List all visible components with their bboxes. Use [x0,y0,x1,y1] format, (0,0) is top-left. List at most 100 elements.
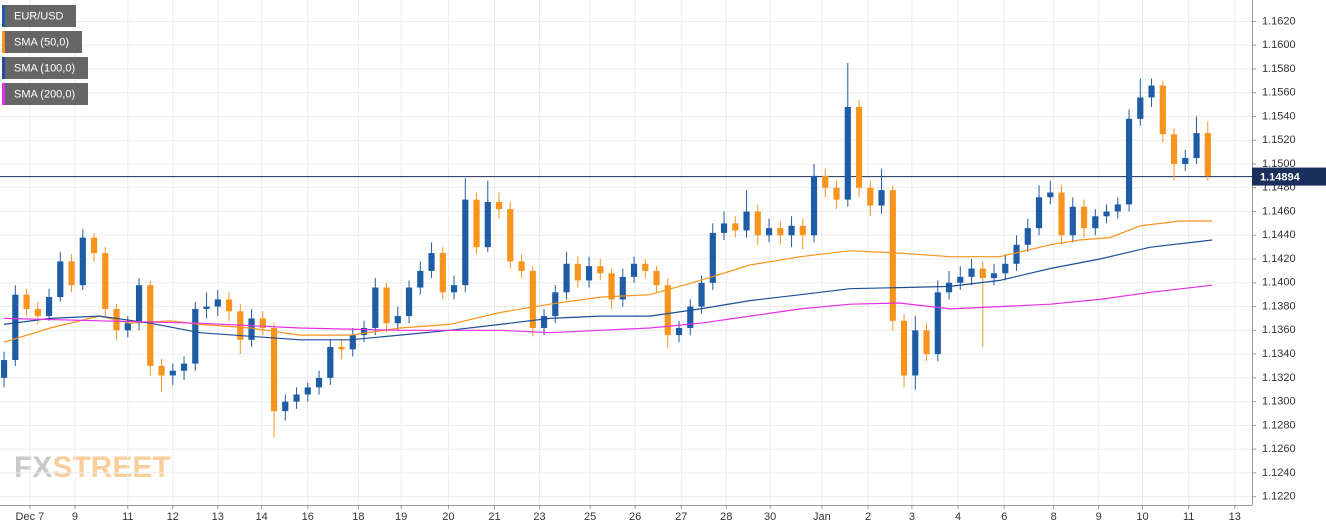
candle-body [912,330,919,376]
y-tick-label: 1.1380 [1262,300,1296,312]
candle-body [57,261,64,298]
candle-body [597,266,604,274]
candle-body [417,270,424,288]
candle-body [552,292,559,317]
candle-body [68,261,75,286]
candle-body [23,294,30,309]
sma-line [3,220,1213,343]
sma-line [3,284,1213,334]
candle-body [529,270,536,328]
x-tick-label: 9 [1096,511,1102,523]
legend-swatch [2,31,5,53]
candle-body [608,273,615,300]
x-tick-label: 19 [395,511,407,523]
y-tick-label: 1.1600 [1262,39,1296,51]
candle-body [79,237,86,286]
legend-box [2,31,82,53]
candle-body [743,211,750,231]
watermark: FXSTREET [14,451,171,484]
candle-body [1080,206,1088,229]
candle-body [349,335,356,350]
x-tick-label: 27 [675,511,687,523]
y-tick-label: 1.1260 [1262,443,1296,455]
candle-body [158,365,165,376]
legend-label: SMA (50,0) [14,36,69,48]
y-tick-label: 1.1560 [1262,87,1296,99]
x-tick-label: 6 [1001,511,1007,523]
candle-body [135,285,143,324]
candle-body [1170,134,1178,164]
candle-body [1125,118,1133,205]
candle-body [1159,85,1166,135]
candle-body [214,299,221,307]
candle-body [439,253,446,293]
x-tick-label: 26 [629,511,641,523]
candle-body [1137,97,1144,119]
candle-body [1114,204,1121,212]
legend-label: SMA (200,0) [14,88,75,100]
candle-body [147,285,154,366]
candle-body [372,287,379,328]
candle-body [428,253,435,271]
candle-body [720,223,728,233]
candle-body [169,370,176,376]
candle-body [833,187,840,200]
candle-body [327,346,334,378]
candle-body [192,308,199,364]
candle-body [855,106,863,188]
watermark-part: FX [14,451,52,484]
candle-body [619,276,626,300]
x-tick-label: 25 [584,511,596,523]
x-tick-label: 30 [764,511,776,523]
candle-body [484,202,491,248]
candle-body [225,299,233,312]
candle-body [788,225,795,236]
candle-body [405,287,413,317]
x-tick-label: 16 [302,511,314,523]
y-tick-label: 1.1500 [1262,158,1296,170]
candle-body [844,106,851,200]
x-tick-label: 2 [865,511,871,523]
candle-body [450,285,458,293]
candle-body [709,232,716,283]
candle-body [270,327,278,412]
y-tick-label: 1.1360 [1262,324,1296,336]
x-tick-label: 3 [909,511,915,523]
candle-body [1182,158,1189,164]
x-tick-label: Jan [813,511,831,523]
candle-body [923,330,930,355]
y-tick-label: 1.1440 [1262,229,1296,241]
x-tick-label: 21 [488,511,500,523]
candle-body [34,308,41,317]
x-tick-label: 12 [167,511,179,523]
candle-body [1148,85,1155,98]
candle-body [518,261,525,271]
candle-body [394,316,401,324]
legend-box [2,57,88,79]
x-tick-label: 13 [212,511,224,523]
candle-body [675,327,683,336]
candle-body [867,187,874,206]
candle-body [383,287,390,324]
y-tick-label: 1.1520 [1262,134,1296,146]
x-tick-label: 11 [122,511,133,523]
candle-body [754,211,761,236]
candle-body [1103,211,1110,217]
candle-body [248,318,255,340]
candle-body [495,202,503,210]
candle-body [687,306,694,328]
candle-body [810,175,818,236]
candle-body [664,285,671,336]
candle-body [574,263,581,281]
candle-body [338,346,345,350]
watermark-part: STREET [52,451,170,484]
candle-body [293,394,300,402]
candle-body [777,228,784,236]
candle-body [698,282,705,307]
candle-body [1035,197,1043,229]
candle-body [1047,192,1054,198]
legend-box [2,83,88,105]
legend-swatch [2,83,5,105]
x-tick-label: Dec 7 [16,511,45,523]
